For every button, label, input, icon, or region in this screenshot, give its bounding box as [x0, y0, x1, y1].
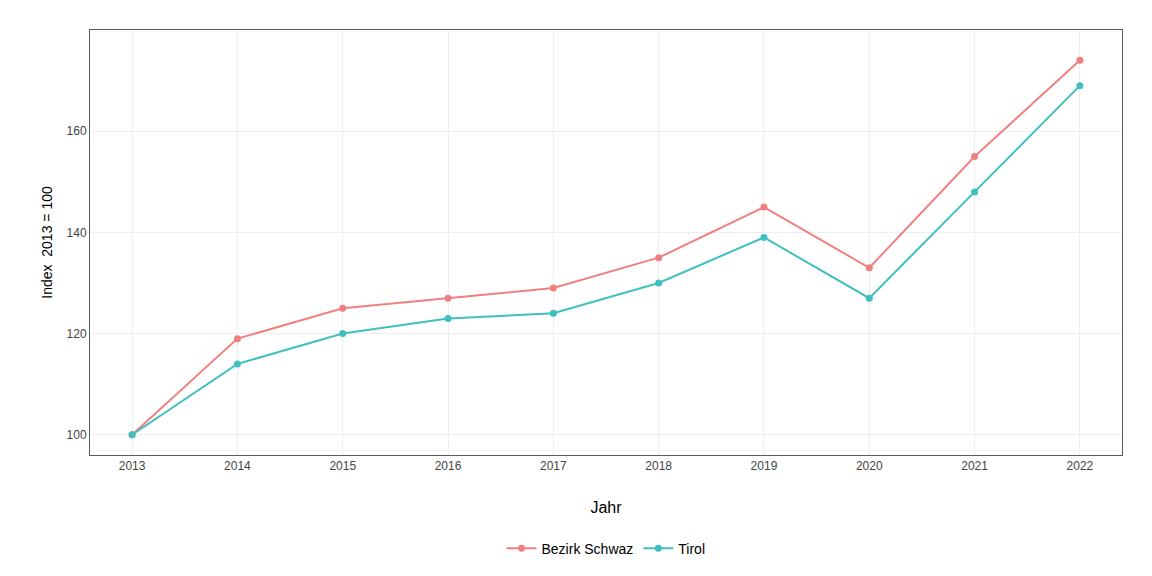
svg-text:2022: 2022: [1067, 459, 1094, 473]
svg-text:100: 100: [67, 428, 87, 442]
svg-text:120: 120: [67, 327, 87, 341]
svg-text:160: 160: [67, 124, 87, 138]
svg-text:140: 140: [67, 226, 87, 240]
svg-text:2017: 2017: [540, 459, 567, 473]
svg-text:2014: 2014: [224, 459, 251, 473]
svg-text:Jahr: Jahr: [590, 499, 622, 516]
svg-text:Index 2013 = 100: Index 2013 = 100: [39, 186, 55, 299]
svg-text:2019: 2019: [751, 459, 778, 473]
svg-text:Tirol: Tirol: [678, 541, 705, 557]
svg-text:2016: 2016: [435, 459, 462, 473]
svg-text:2013: 2013: [119, 459, 146, 473]
svg-text:2015: 2015: [329, 459, 356, 473]
svg-text:2020: 2020: [856, 459, 883, 473]
svg-text:2021: 2021: [961, 459, 988, 473]
svg-text:Bezirk Schwaz: Bezirk Schwaz: [542, 541, 634, 557]
svg-text:2018: 2018: [645, 459, 672, 473]
